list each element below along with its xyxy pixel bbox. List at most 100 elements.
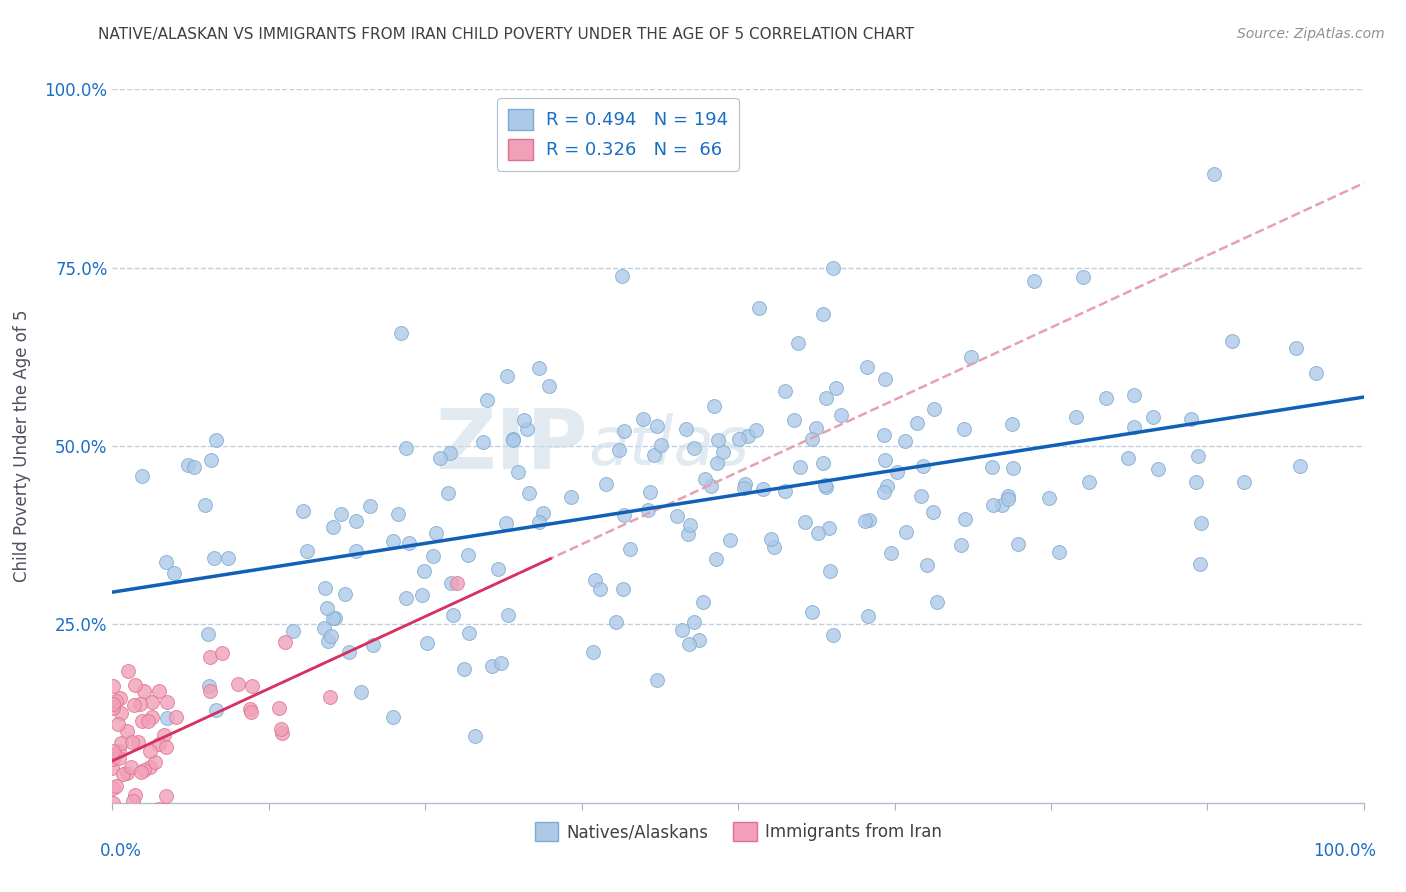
Point [129,698,152,712]
Point [1002,460,1025,475]
Point [333,587,356,601]
Point [200,453,222,467]
Point [337,645,360,659]
Point [745,424,768,438]
Point [270,723,292,737]
Point [496,607,519,622]
Point [1191,516,1213,530]
Point [165,709,187,723]
Point [818,521,841,535]
Point [748,301,770,315]
Point [104,811,127,825]
Point [876,478,898,492]
Point [801,605,824,619]
Point [211,646,233,660]
Point [107,751,129,765]
Point [683,442,706,456]
Point [131,468,153,483]
Point [1038,491,1060,505]
Point [489,656,512,670]
Point [110,736,132,750]
Point [619,542,641,557]
Point [395,441,418,455]
Point [733,481,755,495]
Point [1123,420,1146,434]
Point [183,460,205,475]
Point [395,591,418,606]
Text: NATIVE/ALASKAN VS IMMIGRANTS FROM IRAN CHILD POVERTY UNDER THE AGE OF 5 CORRELAT: NATIVE/ALASKAN VS IMMIGRANTS FROM IRAN C… [98,27,914,42]
Point [1071,270,1094,285]
Point [446,575,468,590]
Point [425,526,447,541]
Point [148,737,170,751]
Point [783,412,806,426]
Point [692,595,714,609]
Point [853,514,876,528]
Point [517,485,540,500]
Point [344,514,367,528]
Text: ZIP: ZIP [436,406,588,486]
Text: 100.0%: 100.0% [1313,842,1376,860]
Point [910,489,932,503]
Point [441,608,464,623]
Point [665,509,688,524]
Point [121,734,143,748]
Point [858,513,880,527]
Point [737,429,759,443]
Point [350,685,373,699]
Point [789,459,811,474]
Y-axis label: Child Poverty Under the Age of 5: Child Poverty Under the Age of 5 [13,310,31,582]
Point [1007,537,1029,551]
Point [177,458,200,472]
Point [314,582,336,596]
Point [429,450,451,465]
Point [412,564,434,578]
Point [271,726,294,740]
Point [815,392,838,406]
Point [605,615,627,630]
Point [703,399,725,413]
Point [153,728,176,742]
Point [675,422,697,436]
Point [583,573,606,587]
Point [880,546,903,560]
Point [924,401,946,416]
Point [825,381,848,395]
Point [381,709,404,723]
Point [226,677,249,691]
Point [950,538,973,552]
Point [595,476,617,491]
Point [815,480,838,494]
Point [103,833,125,847]
Point [1202,167,1225,181]
Point [141,695,163,709]
Point [959,350,981,364]
Point [811,456,834,470]
Point [927,595,949,609]
Point [472,434,495,449]
Point [103,747,125,762]
Point [117,664,139,678]
Point [322,611,344,625]
Point [292,504,315,518]
Point [155,740,177,755]
Point [700,478,723,492]
Point [894,525,917,540]
Point [727,432,749,446]
Point [103,797,125,811]
Point [1187,449,1209,463]
Point [1288,459,1310,474]
Point [205,702,228,716]
Point [980,459,1002,474]
Point [707,433,730,447]
Point [101,744,124,758]
Point [1064,410,1087,425]
Point [830,409,852,423]
Point [156,711,179,725]
Point [464,729,486,743]
Point [319,690,342,704]
Point [811,307,834,321]
Point [155,695,177,709]
Point [997,491,1019,506]
Point [513,413,536,427]
